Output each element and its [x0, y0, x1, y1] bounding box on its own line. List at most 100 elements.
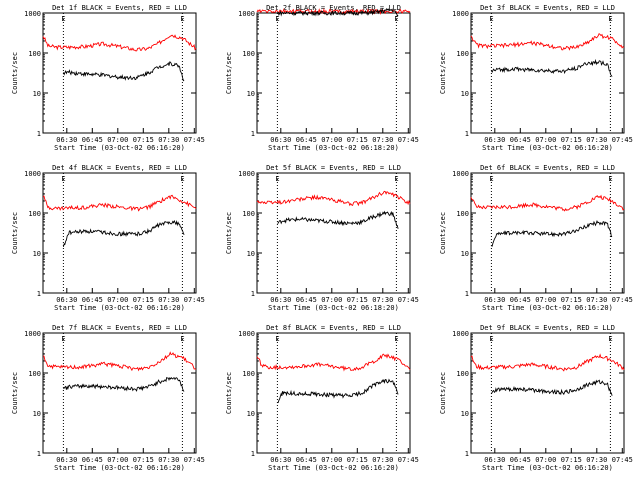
y-tick-label: 1 — [37, 130, 41, 138]
events-series-line — [277, 210, 399, 229]
y-axis-label: Counts/sec — [439, 212, 447, 254]
y-tick-label: 1 — [37, 450, 41, 458]
chart-title: Det 2f BLACK = Events, RED = LLD — [266, 4, 401, 12]
x-tick-label: 06:45 — [296, 136, 317, 144]
event-marker-label: E — [394, 335, 398, 343]
x-tick-label: 07:45 — [398, 136, 419, 144]
plot-frame — [42, 172, 197, 294]
y-axis-label: Counts/sec — [225, 372, 233, 414]
x-tick-label: 07:45 — [612, 456, 633, 464]
event-marker-label: E — [608, 175, 612, 183]
x-tick-label: 06:45 — [296, 296, 317, 304]
y-tick-label: 10 — [461, 250, 469, 258]
x-tick-label: 07:15 — [561, 456, 582, 464]
x-tick-label: 07:30 — [586, 136, 607, 144]
x-axis-label: Start Time (03-Oct-02 06:16:20) — [54, 144, 185, 152]
events-series-line — [63, 376, 185, 392]
y-tick-label: 100 — [28, 370, 41, 378]
x-tick-label: 06:45 — [510, 296, 531, 304]
x-tick-label: 06:30 — [56, 456, 77, 464]
y-tick-label: 100 — [28, 210, 41, 218]
event-marker-label: E — [180, 335, 184, 343]
y-tick-label: 1 — [37, 290, 41, 298]
x-tick-label: 06:30 — [484, 136, 505, 144]
y-tick-label: 100 — [456, 370, 469, 378]
plot-frame — [42, 12, 197, 134]
plot-frame — [256, 172, 411, 294]
chart-panel-2: Det 2f BLACK = Events, RED = LLD 1 10 100 10… — [225, 4, 419, 152]
event-marker-label: E — [275, 175, 279, 183]
y-tick-label: 1 — [251, 130, 255, 138]
x-tick-label: 07:45 — [612, 136, 633, 144]
chart-title: Det 9f BLACK = Events, RED = LLD — [480, 324, 615, 332]
events-series-line — [62, 61, 185, 82]
x-tick-label: 07:30 — [158, 296, 179, 304]
event-marker-label: E — [394, 175, 398, 183]
x-tick-label: 07:15 — [347, 296, 368, 304]
event-marker-label: E — [180, 15, 184, 23]
event-marker-label: E — [275, 335, 279, 343]
x-axis-label: Start Time (03-Oct-02 06:16:20) — [482, 304, 613, 312]
lld-series-line — [42, 194, 197, 212]
y-tick-label: 10 — [33, 250, 41, 258]
x-axis-label: Start Time (03-Oct-02 06:18:20) — [268, 144, 399, 152]
x-tick-label: 07:45 — [398, 296, 419, 304]
lld-series-line — [470, 353, 625, 372]
y-tick-label: 1 — [465, 450, 469, 458]
x-axis-label: Start Time (03-Oct-02 06:16:20) — [268, 464, 399, 472]
y-tick-label: 1000 — [452, 330, 469, 338]
y-tick-label: 1000 — [238, 170, 255, 178]
x-tick-label: 07:30 — [372, 296, 393, 304]
x-tick-label: 06:30 — [270, 296, 291, 304]
y-axis-label: Counts/sec — [439, 52, 447, 94]
x-tick-label: 07:30 — [158, 136, 179, 144]
y-axis-label: Counts/sec — [439, 372, 447, 414]
y-tick-label: 10 — [247, 410, 255, 418]
x-tick-label: 06:30 — [484, 456, 505, 464]
y-tick-label: 1000 — [24, 10, 41, 18]
events-series-line — [491, 219, 613, 247]
y-tick-label: 1 — [251, 450, 255, 458]
y-axis-label: Counts/sec — [11, 52, 19, 94]
x-tick-label: 07:45 — [184, 296, 205, 304]
x-tick-label: 07:45 — [612, 296, 633, 304]
x-tick-label: 06:45 — [82, 136, 103, 144]
chart-title: Det 5f BLACK = Events, RED = LLD — [266, 164, 401, 172]
x-tick-label: 07:30 — [372, 136, 393, 144]
x-tick-label: 06:30 — [270, 456, 291, 464]
event-marker-label: E — [608, 335, 612, 343]
chart-title: Det 6f BLACK = Events, RED = LLD — [480, 164, 615, 172]
event-marker-label: E — [275, 15, 279, 23]
events-series-line — [277, 378, 399, 404]
y-tick-label: 10 — [247, 250, 255, 258]
x-axis-label: Start Time (03-Oct-02 06:16:20) — [54, 464, 185, 472]
x-tick-label: 07:00 — [535, 136, 556, 144]
y-axis-label: Counts/sec — [225, 212, 233, 254]
x-tick-label: 07:15 — [347, 456, 368, 464]
plot-frame — [470, 172, 625, 294]
y-tick-label: 100 — [28, 50, 41, 58]
events-series-line — [277, 7, 399, 17]
x-tick-label: 07:00 — [535, 456, 556, 464]
event-marker-label: E — [608, 15, 612, 23]
y-tick-label: 100 — [456, 210, 469, 218]
lld-series-line — [256, 353, 411, 372]
x-tick-label: 06:45 — [82, 456, 103, 464]
chart-panel-1: Det 1f BLACK = Events, RED = LLD 1 10 100 10… — [11, 4, 205, 152]
y-tick-label: 100 — [456, 50, 469, 58]
x-tick-label: 07:30 — [372, 456, 393, 464]
event-marker-label: E — [61, 335, 65, 343]
plot-frame — [470, 12, 625, 134]
plot-frame — [42, 332, 197, 454]
x-tick-label: 07:00 — [321, 296, 342, 304]
x-tick-label: 07:30 — [586, 296, 607, 304]
chart-panel-7: Det 7f BLACK = Events, RED = LLD 1 10 100 10… — [11, 324, 205, 472]
lld-series-line — [42, 34, 197, 52]
x-tick-label: 07:00 — [535, 296, 556, 304]
y-tick-label: 10 — [247, 90, 255, 98]
y-tick-label: 1000 — [24, 330, 41, 338]
x-tick-label: 07:15 — [347, 136, 368, 144]
y-tick-label: 100 — [242, 50, 255, 58]
y-tick-label: 1000 — [238, 10, 255, 18]
event-marker-label: E — [489, 335, 493, 343]
